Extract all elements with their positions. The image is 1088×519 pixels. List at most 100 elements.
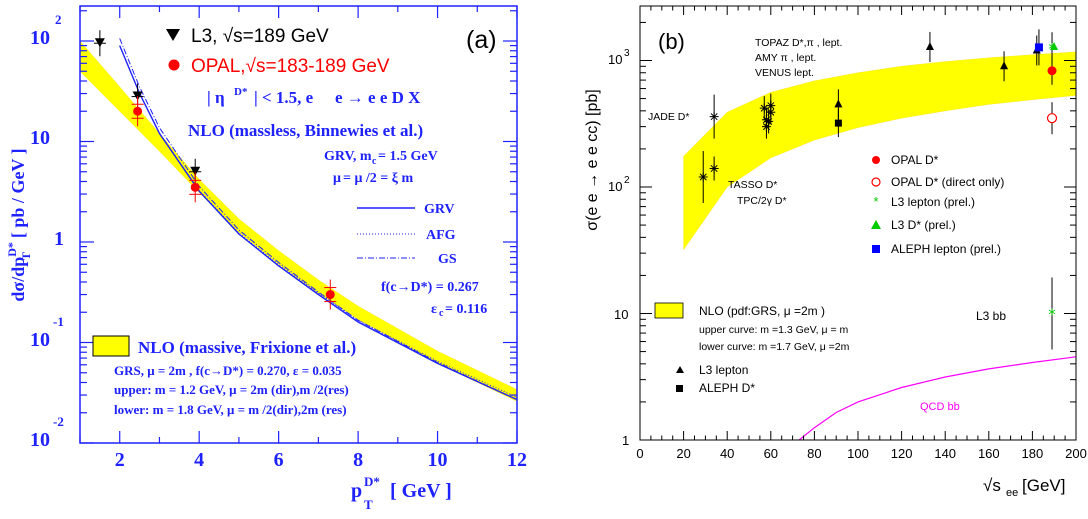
a-legend-gs: GS [438, 252, 457, 267]
a-legend-l3: L3, √s=189 GeV [191, 26, 329, 47]
b-ytick-10: 10 [614, 307, 628, 322]
a-grv-params: GRV, m [324, 149, 372, 164]
a-xtick-label: 4 [194, 449, 204, 471]
a-opal-point [189, 172, 202, 203]
b-xtick-label: 120 [891, 446, 913, 461]
b-ann-l3bb: L3 bb [976, 309, 1006, 323]
b-legend-lower: lower curve: m =1.7 GeV, μ =2m [699, 341, 850, 353]
a-curve-gs [119, 38, 518, 401]
b-l3-bb-point: * [1048, 277, 1056, 350]
a-ytick-100-base: 10 [30, 27, 50, 49]
b-ylabel: σ(e e → e e cc) [pb] [584, 89, 601, 230]
b-aleph-lepton-prel-point [1034, 29, 1043, 66]
a-xtick-label: 2 [115, 449, 125, 471]
a-grv-params-val: = 1.5 GeV [378, 149, 438, 164]
b-low-energy-point [698, 150, 708, 203]
b-legend-nlo-swatch [654, 302, 684, 319]
b-xtick-label: 160 [978, 446, 1000, 461]
a-xtick-label: 12 [507, 449, 527, 471]
a-lower-line: lower: m = 1.8 GeV, μ = m /2(dir),2m (re… [114, 402, 347, 417]
a-xtick-label: 10 [428, 449, 448, 471]
b-xlabel-sqrt: √s [983, 476, 1001, 495]
a-ytick-01-exp: -1 [53, 314, 64, 329]
b-legend-l3-lepton-marker [676, 366, 684, 373]
a-cut-eta: | η [207, 88, 225, 107]
b-legend-l3-lepton-prel: L3 lepton (prel.) [891, 195, 975, 209]
b-legend-aleph-dstar-marker [676, 385, 683, 392]
a-legend-l3-marker [166, 29, 180, 41]
b-opal-dstar-point [1047, 56, 1057, 85]
panel-a-ticks [79, 6, 518, 444]
b-legend-l3-dstar-prel: L3 D* (prel.) [891, 218, 956, 232]
a-eps-val: = 0.116 [445, 302, 487, 317]
a-eps: ε [431, 302, 437, 317]
b-legend-opal-direct-marker [871, 177, 881, 187]
b-legend-nlo: NLO (pdf:GRS, μ =2m ) [699, 304, 825, 318]
b-legend-aleph-lepton-prel-marker [872, 245, 880, 253]
a-cut-process: e → e e D X [335, 88, 421, 107]
b-ytick-100-exp: 2 [624, 175, 630, 186]
a-legend-grv: GRV [424, 202, 455, 217]
panel-b-ticks [639, 6, 1077, 441]
a-grv-params-sub: c [372, 156, 377, 167]
b-ann-venus: VENUS lept. [755, 67, 814, 79]
b-xtick-label: 100 [847, 446, 869, 461]
b-panel-label: (b) [658, 29, 685, 54]
b-ann-tpc: TPC/2γ D* [737, 195, 787, 207]
panel-b-qcd-bb-curve [798, 356, 1077, 441]
b-legend-aleph-dstar: ALEPH D* [699, 381, 755, 395]
a-scale: μ [333, 171, 341, 186]
b-nlo-band [683, 51, 1077, 251]
a-legend-band-swatch [92, 335, 130, 357]
b-ann-topaz: TOPAZ D*,π , lept. [755, 37, 842, 49]
b-legend-l3-lepton: L3 lepton [699, 363, 748, 377]
a-legend-afg: AFG [426, 228, 456, 243]
b-xtick-label: 80 [807, 446, 821, 461]
svg-text:dσ/dpD*T[ pb / GeV ]: dσ/dpD*T [ pb / GeV ] [5, 148, 33, 301]
a-ylabel-sup: D* [5, 242, 19, 257]
b-xtick-label: 40 [720, 446, 734, 461]
a-ytick-01-base: 10 [30, 329, 50, 351]
b-ann-amy: AMY π , lept. [755, 52, 816, 64]
b-legend-aleph-lepton-prel: ALEPH lepton (prel.) [891, 242, 1001, 256]
b-xtick-label: 180 [1022, 446, 1044, 461]
b-legend-l3-dstar-prel-marker [871, 220, 881, 229]
b-ytick-1: 1 [622, 433, 629, 448]
a-xtick-label: 6 [274, 449, 284, 471]
a-l3-point [93, 30, 106, 57]
a-ytick-100-exp: 2 [55, 12, 62, 27]
b-low-energy-point [766, 100, 776, 125]
b-ytick-100-base: 10 [608, 179, 622, 194]
panel-a-nlo-massless-curves [119, 38, 518, 401]
b-xtick-label: 0 [636, 446, 643, 461]
a-ylabel-main: dσ/dp [8, 257, 28, 302]
a-cut-sup: D* [234, 86, 248, 98]
panel-a: 10 2 10 1 10 -1 10 -2 2 4 6 8 10 12 dσ/dpD*T[… [5, 5, 527, 512]
a-xlabel-p: p [351, 480, 362, 502]
b-legend-opal: OPAL D* [891, 153, 939, 167]
a-curve-afg [119, 45, 518, 398]
b-ytick-1000-exp: 3 [624, 48, 630, 59]
a-ylabel-sub: T [19, 252, 33, 260]
b-l3-lepton-point [1000, 51, 1009, 82]
a-ytick-001-exp: -2 [53, 414, 64, 429]
a-legend-opal: OPAL,√s=183-189 GeV [191, 56, 390, 77]
b-legend-upper: upper curve: m =1.3 GeV, μ = m [699, 324, 848, 336]
a-cut-rest: | < 1.5, e [254, 88, 314, 107]
b-low-energy-point [709, 94, 719, 139]
b-xtick-label: 60 [764, 446, 778, 461]
a-xtick-label: 8 [353, 449, 363, 471]
b-xtick-label: 200 [1065, 446, 1087, 461]
a-eps-sub: c [439, 308, 444, 319]
svg-text:*: * [1048, 306, 1056, 324]
a-opal-point [131, 96, 144, 127]
b-l3-dstar-prel-point [1050, 41, 1059, 50]
b-xtick-label: 140 [934, 446, 956, 461]
panel-b-nlo-band [683, 51, 1077, 251]
b-aleph-dstar-point [834, 109, 842, 138]
b-legend: OPAL D* OPAL D* (direct only) * L3 lepto… [654, 153, 1004, 395]
b-legend-l3-lepton-prel-marker: * [873, 194, 878, 209]
b-ytick-1000-base: 10 [608, 52, 622, 67]
b-low-energy-point [709, 156, 719, 181]
